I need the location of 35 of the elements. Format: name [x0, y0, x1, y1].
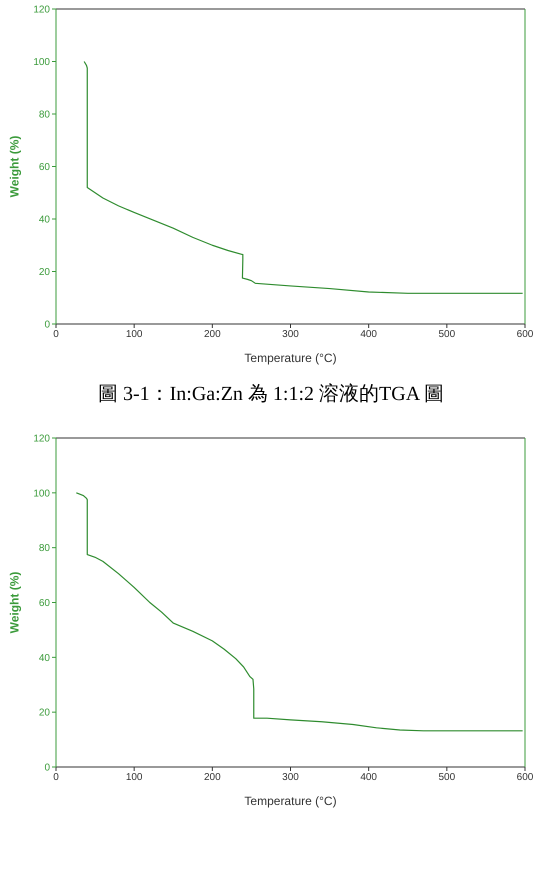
x-tick-label: 500: [438, 329, 456, 340]
x-tick-label: 200: [204, 772, 222, 784]
x-tick-label: 500: [438, 772, 456, 784]
y-tick-label: 0: [44, 320, 50, 331]
y-tick-label: 120: [33, 434, 50, 445]
y-axis-title: Weight (%): [7, 136, 22, 198]
y-tick-label: 40: [38, 214, 50, 226]
y-tick-label: 40: [38, 652, 50, 664]
y-tick-label: 20: [38, 708, 50, 719]
y-tick-label: 0: [44, 762, 50, 774]
x-tick-label: 200: [204, 329, 222, 340]
x-tick-label: 300: [282, 329, 300, 340]
x-tick-label: 300: [282, 772, 300, 784]
x-axis-title: Temperature (°C): [244, 351, 337, 365]
x-axis-title: Temperature (°C): [244, 794, 337, 808]
y-tick-label: 80: [38, 110, 50, 121]
x-tick-label: 0: [53, 329, 60, 340]
caption: 圖 3-1：In:Ga:Zn 為 1:1:2 溶液的TGA 圖: [96, 382, 446, 407]
y-tick-label: 80: [38, 543, 50, 554]
line-series: [76, 492, 524, 732]
x-tick-label: 100: [126, 329, 143, 340]
y-axis-title: Weight (%): [7, 572, 22, 634]
y-tick-label: 100: [33, 57, 50, 68]
y-tick-label: 120: [33, 4, 50, 16]
x-tick-label: 600: [516, 772, 534, 784]
x-tick-label: 0: [53, 772, 60, 784]
y-tick-label: 60: [38, 162, 50, 174]
x-tick-label: 400: [360, 329, 378, 340]
x-tick-label: 100: [126, 772, 143, 784]
y-tick-label: 20: [38, 267, 50, 278]
x-tick-label: 400: [360, 772, 378, 784]
x-tick-label: 600: [516, 329, 534, 340]
y-tick-label: 100: [33, 488, 50, 500]
line-series: [84, 60, 524, 294]
y-tick-label: 60: [38, 598, 50, 610]
